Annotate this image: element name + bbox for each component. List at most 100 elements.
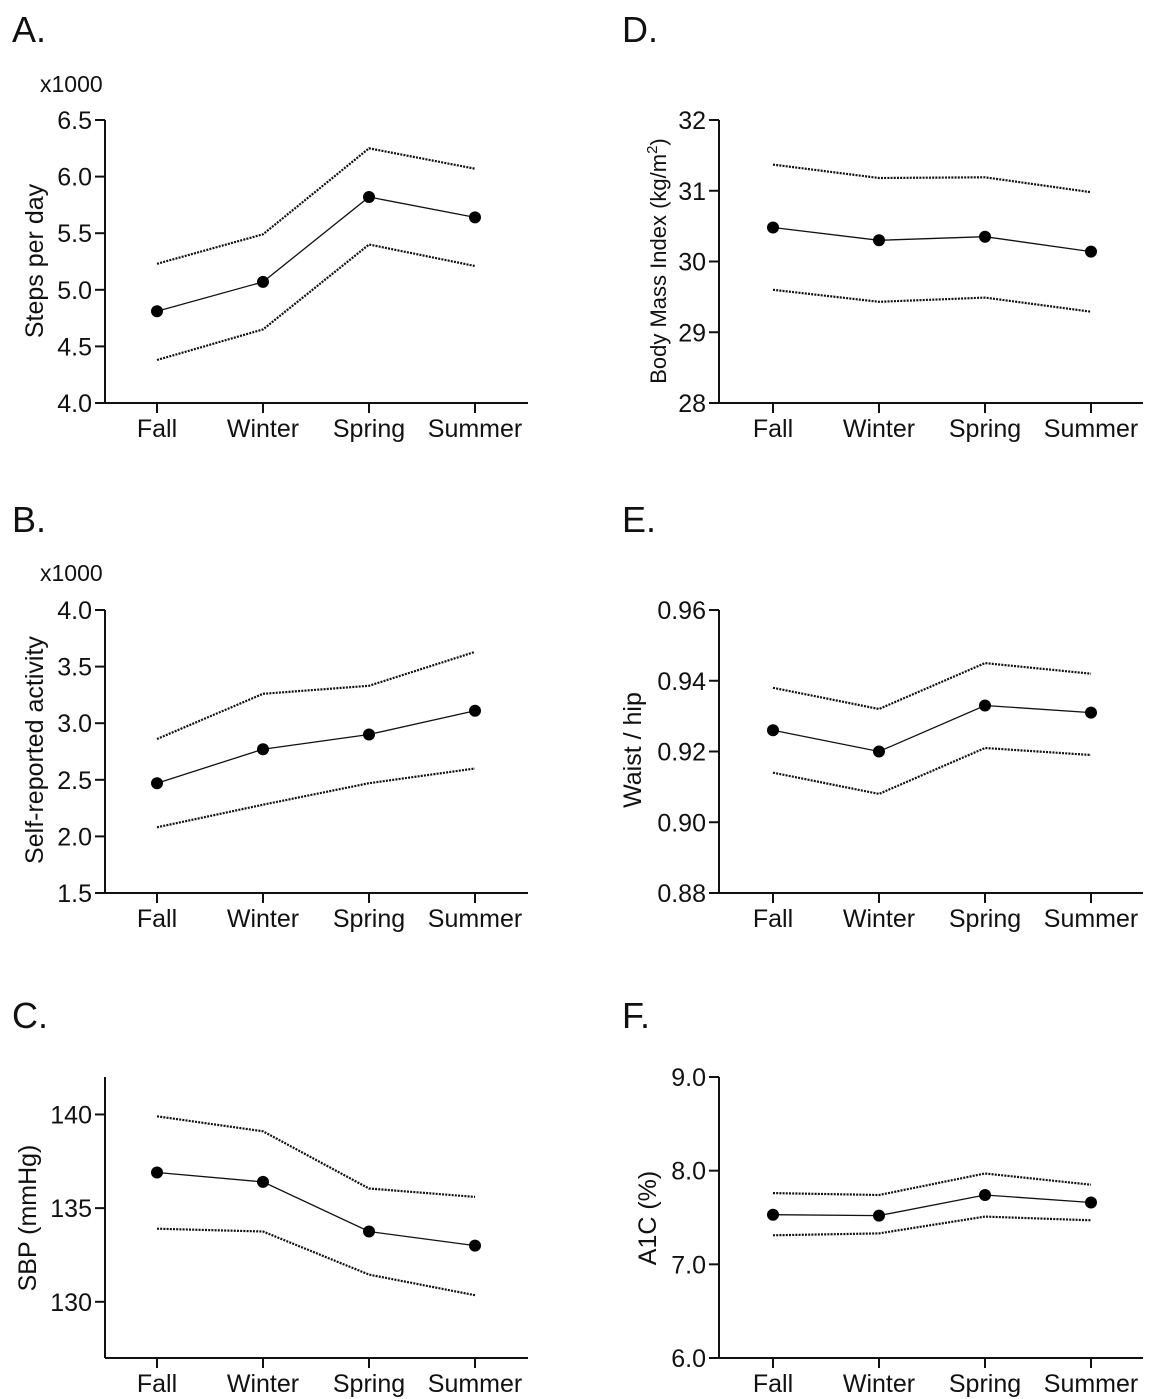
x-tick-label-fall: Fall	[753, 1370, 793, 1398]
mean-point-spring	[979, 1189, 991, 1201]
x-tick-label-spring: Spring	[949, 905, 1021, 933]
mean-point-spring	[979, 699, 991, 712]
y-axis-label-sup: 2	[644, 146, 661, 154]
x-tick-label-spring: Spring	[333, 905, 405, 933]
mean-point-summer	[1085, 1196, 1097, 1209]
mean-line	[772, 1194, 1092, 1217]
mean-point-winter	[873, 234, 885, 247]
mean-point-summer	[469, 704, 481, 717]
y-multiplier-label: x1000	[40, 71, 103, 97]
y-tick-label: 5.5	[57, 220, 92, 248]
mean-point-fall	[767, 1208, 779, 1221]
mean-point-winter	[257, 275, 269, 288]
lower-ci-line	[156, 243, 476, 362]
x-tick-label-summer: Summer	[428, 415, 522, 443]
upper-ci-line	[156, 147, 476, 265]
mean-point-spring	[363, 191, 375, 203]
y-tick-label: 2.5	[57, 767, 92, 795]
y-tick-label: 9.0	[671, 1064, 706, 1092]
mean-line	[156, 710, 476, 784]
lower-ci-line	[772, 746, 1092, 796]
y-tick-label: 8.0	[671, 1158, 706, 1186]
y-tick-label: 32	[678, 107, 706, 135]
upper-ci-line	[772, 661, 1092, 711]
y-axis-label-text: Body Mass Index (kg/m	[646, 154, 671, 384]
y-tick-label: 7.0	[671, 1251, 706, 1279]
y-axis-label: Body Mass Index (kg/m2)	[644, 138, 671, 384]
y-tick-label: 4.0	[57, 597, 92, 625]
panel-letter: B.	[12, 499, 46, 540]
y-tick-label: 4.0	[57, 390, 92, 418]
chart-panel-b: B. 1.5 2.0 2.5 3.0 3.5 4.0 Fall Winter Spring Summ…	[12, 499, 528, 933]
y-tick-label: 130	[50, 1289, 92, 1317]
chart-panel-a: A. 4.0 4.5 5.0 5.5 6.0 6.5 Fall Winter Spring Summ…	[12, 9, 528, 443]
x-tick-label-spring: Spring	[333, 1370, 405, 1398]
y-tick-label: 6.0	[57, 164, 92, 192]
panel-letter: A.	[12, 9, 46, 50]
x-tick-label-summer: Summer	[1044, 1370, 1138, 1398]
chart-panel-f: F. 6.0 7.0 8.0 9.0 Fall Winter Spring Summer A1C …	[622, 995, 1143, 1398]
mean-point-winter	[873, 1209, 885, 1222]
x-tick-label-winter: Winter	[227, 415, 299, 443]
upper-ci-line	[156, 1115, 476, 1198]
y-tick-label: 30	[678, 249, 706, 277]
y-tick-label: 135	[50, 1195, 92, 1223]
x-tick-label-summer: Summer	[1044, 415, 1138, 443]
mean-point-summer	[1085, 706, 1097, 719]
panel-letter: C.	[12, 995, 48, 1036]
panel-letter: F.	[622, 995, 650, 1036]
x-tick-label-spring: Spring	[949, 415, 1021, 443]
mean-point-spring	[979, 230, 991, 243]
y-tick-label: 3.5	[57, 654, 92, 682]
mean-point-summer	[469, 1239, 481, 1252]
x-tick-label-fall: Fall	[137, 415, 177, 443]
y-tick-label: 28	[678, 390, 706, 418]
x-tick-label-winter: Winter	[227, 1370, 299, 1398]
x-tick-label-fall: Fall	[753, 415, 793, 443]
y-tick-label: 3.0	[57, 710, 92, 738]
x-tick-label-spring: Spring	[949, 1370, 1021, 1398]
upper-ci-line	[772, 1172, 1092, 1197]
y-tick-label: 6.5	[57, 107, 92, 135]
x-tick-label-summer: Summer	[1044, 905, 1138, 933]
x-tick-label-winter: Winter	[843, 905, 915, 933]
y-multiplier-label: x1000	[40, 560, 103, 586]
mean-point-fall	[767, 221, 779, 234]
mean-point-fall	[151, 1166, 163, 1179]
y-axis-label-end: )	[646, 138, 671, 145]
lower-ci-line	[772, 288, 1092, 313]
y-tick-label: 140	[50, 1101, 92, 1129]
mean-point-winter	[257, 743, 269, 756]
y-tick-label: 6.0	[671, 1345, 706, 1373]
mean-point-fall	[151, 305, 163, 318]
mean-point-spring	[363, 728, 375, 741]
chart-panel-e: E. 0.88 0.90 0.92 0.94 0.96 Fall Winter Spring Su…	[619, 499, 1143, 933]
mean-point-fall	[767, 724, 779, 737]
mean-point-summer	[469, 211, 481, 224]
mean-line	[772, 704, 1092, 753]
y-tick-label: 4.5	[57, 333, 92, 361]
upper-ci-line	[772, 163, 1092, 194]
x-tick-label-summer: Summer	[428, 905, 522, 933]
y-tick-label: 1.5	[57, 880, 92, 908]
y-tick-label: 5.0	[57, 277, 92, 305]
y-axis-label: Waist / hip	[619, 692, 647, 808]
y-tick-label: 0.90	[657, 809, 706, 837]
mean-line	[772, 226, 1092, 253]
y-axis-label: Steps per day	[21, 183, 49, 338]
y-axis-label: A1C (%)	[634, 1171, 662, 1265]
mean-line	[156, 196, 476, 312]
y-tick-label: 29	[678, 319, 706, 347]
panel-letter: E.	[622, 499, 656, 540]
y-axis-label: SBP (mmHg)	[14, 1145, 42, 1292]
panel-letter: D.	[622, 9, 658, 50]
y-tick-label: 0.92	[657, 739, 706, 767]
mean-point-fall	[151, 777, 163, 790]
upper-ci-line	[156, 650, 476, 741]
y-tick-label: 0.88	[657, 880, 706, 908]
x-tick-label-winter: Winter	[843, 1370, 915, 1398]
mean-point-winter	[257, 1175, 269, 1188]
x-tick-label-summer: Summer	[428, 1370, 522, 1398]
lower-ci-line	[156, 1227, 476, 1297]
